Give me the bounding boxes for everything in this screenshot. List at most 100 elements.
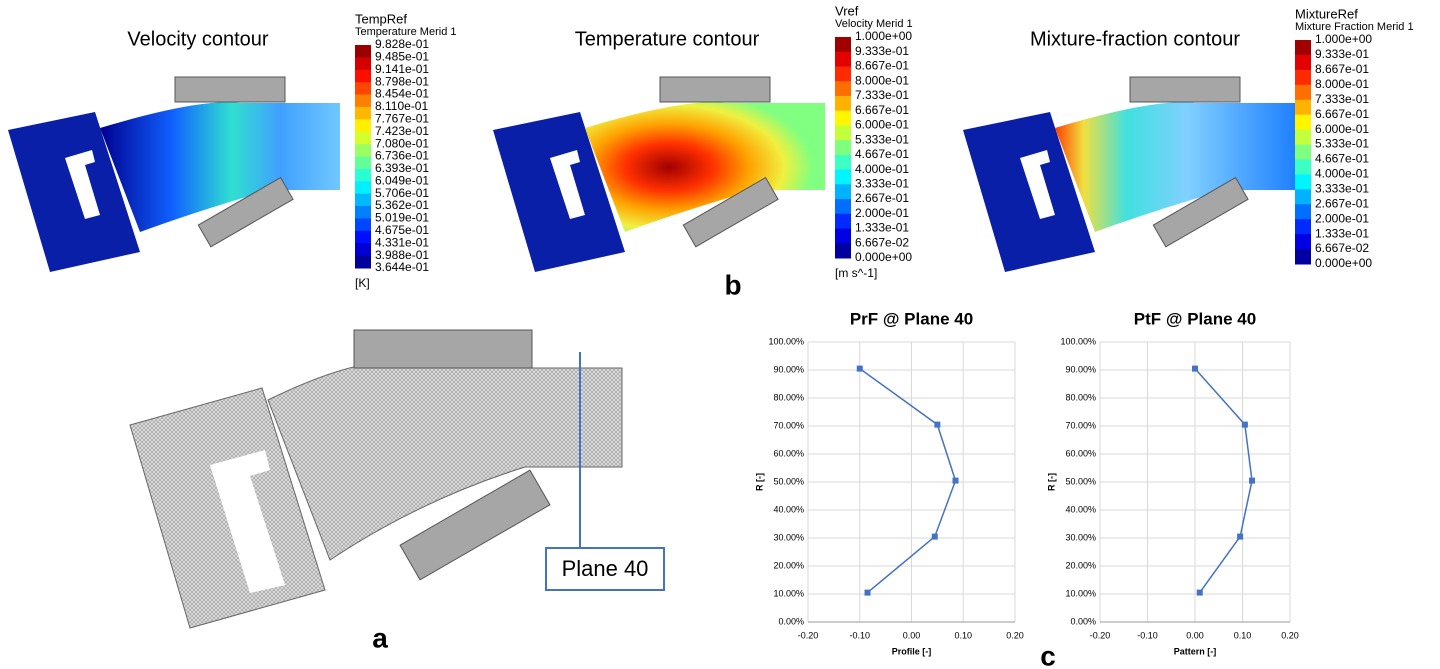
- swirler: [1020, 150, 1055, 219]
- data-line: [1194, 368, 1253, 594]
- data-line: [859, 367, 957, 594]
- data-point: [952, 477, 959, 484]
- y-tick-label: 50.00%: [1065, 476, 1096, 486]
- y-tick-label: 50.00%: [773, 476, 804, 486]
- panel-title: Velocity contour: [127, 28, 269, 50]
- colorbar-band: [835, 125, 851, 141]
- y-tick-label: 20.00%: [1065, 560, 1096, 570]
- liner: [1055, 102, 1295, 233]
- colorbar-band: [835, 51, 851, 67]
- plane-box: [545, 547, 665, 591]
- colorbar-band: [355, 119, 371, 133]
- data-point: [1241, 421, 1248, 428]
- y-tick-label: 40.00%: [773, 504, 804, 514]
- colorbar-band: [835, 184, 851, 200]
- colorbar-band: [1295, 159, 1311, 175]
- colorbar-band: [355, 206, 371, 219]
- colorbar-title: TempRef: [355, 11, 407, 26]
- mesh-block: [399, 469, 551, 581]
- colorbar-label: 7.333e-01: [1315, 92, 1369, 106]
- panel-title: Temperature contour: [575, 28, 760, 50]
- colorbar-label: 5.706e-01: [375, 186, 429, 200]
- chart-title: PrF @ Plane 40: [850, 309, 973, 328]
- colorbar-band: [355, 230, 371, 244]
- colorbar-band: [355, 144, 371, 157]
- block: [659, 76, 771, 103]
- x-tick-label: 0.10: [954, 630, 972, 640]
- y-axis-label: R [-]: [1046, 473, 1056, 491]
- swirler: [550, 150, 585, 219]
- data-point: [1192, 365, 1198, 372]
- colorbar-unit: [K]: [355, 276, 370, 290]
- colorbar-label: 4.000e-01: [1315, 167, 1369, 181]
- colorbar-band: [355, 57, 371, 71]
- block: [174, 76, 286, 103]
- x-axis-label: Pattern [-]: [1174, 646, 1217, 656]
- colorbar-label: 2.667e-01: [1315, 196, 1369, 210]
- colorbar-band: [355, 168, 371, 182]
- y-tick-label: 100.00%: [1060, 336, 1096, 346]
- x-tick-label: -0.20: [798, 630, 819, 640]
- liner: [100, 102, 340, 233]
- colorbar-band: [1295, 114, 1311, 131]
- data-point: [856, 365, 863, 372]
- colorbar-label: 6.667e-01: [1315, 107, 1369, 121]
- panel-label: a: [372, 622, 388, 653]
- colorbar-label: 6.000e-01: [1315, 122, 1369, 136]
- colorbar-band: [835, 169, 851, 185]
- y-tick-label: 30.00%: [773, 532, 804, 542]
- colorbar-label: 8.110e-01: [375, 99, 428, 113]
- mesh-block: [353, 329, 533, 369]
- swirler: [65, 150, 100, 219]
- colorbar-band: [1295, 84, 1311, 101]
- colorbar-label: 8.000e-01: [1315, 77, 1369, 91]
- data-point: [1196, 589, 1203, 596]
- colorbar-label: 8.667e-01: [1315, 62, 1369, 76]
- colorbar-band: [355, 131, 371, 145]
- colorbar-band: [355, 106, 371, 120]
- colorbar-label: 4.331e-01: [375, 235, 429, 249]
- x-tick-label: -0.10: [1137, 630, 1158, 640]
- colorbar-band: [355, 218, 371, 232]
- colorbar-label: 3.333e-01: [855, 177, 909, 191]
- colorbar-unit: [m s^-1]: [835, 266, 877, 280]
- colorbar-label: 9.333e-01: [855, 44, 909, 58]
- data-point: [1249, 477, 1255, 484]
- colorbar-band: [835, 66, 851, 82]
- panel-label: c: [1040, 640, 1056, 669]
- colorbar-label: 8.667e-01: [855, 59, 909, 73]
- colorbar-label: 9.333e-01: [1315, 47, 1369, 61]
- colorbar-band: [1295, 234, 1311, 250]
- colorbar-label: 4.667e-01: [855, 147, 909, 161]
- colorbar-band: [1295, 144, 1311, 160]
- y-tick-label: 60.00%: [773, 448, 804, 458]
- data-point: [934, 421, 941, 428]
- colorbar-band: [1295, 40, 1311, 56]
- block: [197, 176, 294, 248]
- colorbar-label: 4.000e-01: [855, 162, 909, 176]
- colorbar-label: 8.798e-01: [375, 74, 429, 88]
- x-tick-label: 0.00: [903, 630, 921, 640]
- colorbar-label: 7.767e-01: [375, 112, 429, 126]
- colorbar-label: 5.362e-01: [375, 198, 429, 212]
- mesh-panel: Plane 40: [129, 329, 665, 629]
- colorbar-band: [355, 181, 371, 195]
- data-point: [864, 589, 871, 596]
- x-tick-label: 0.20: [1006, 630, 1024, 640]
- mesh-swirler: [210, 450, 285, 593]
- chart-title: PtF @ Plane 40: [1134, 309, 1256, 328]
- y-tick-label: 0.00%: [778, 616, 804, 626]
- colorbar-label: 6.667e-02: [1315, 241, 1369, 255]
- x-axis-label: Profile [-]: [892, 646, 932, 656]
- colorbar-label: 7.423e-01: [375, 124, 429, 138]
- colorbar-label: 8.000e-01: [855, 73, 909, 87]
- y-tick-label: 30.00%: [1065, 532, 1096, 542]
- y-tick-label: 0.00%: [1070, 616, 1096, 626]
- colorbar-title: MixtureRef: [1295, 6, 1358, 21]
- colorbar-label: 9.485e-01: [375, 50, 429, 64]
- colorbar-label: 3.644e-01: [375, 260, 429, 274]
- colorbar-label: 9.828e-01: [375, 37, 429, 51]
- colorbar-label: 1.333e-01: [1315, 226, 1369, 240]
- colorbar-band: [835, 199, 851, 215]
- colorbar-label: 3.333e-01: [1315, 182, 1369, 196]
